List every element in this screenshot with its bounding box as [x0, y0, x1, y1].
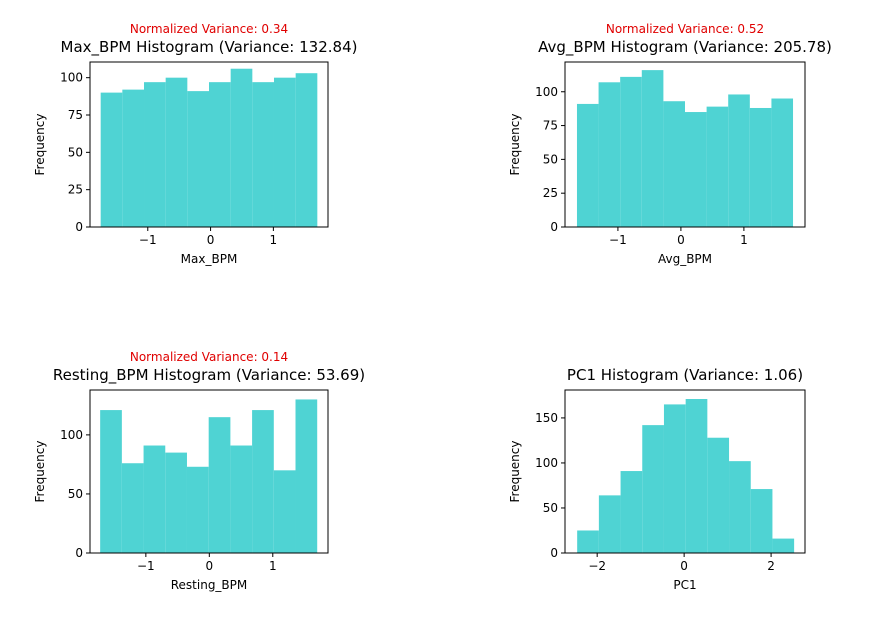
y-tick-label: 150: [535, 411, 558, 425]
x-tick-label: 1: [270, 233, 278, 247]
histogram-bar: [576, 103, 599, 227]
histogram-bar: [772, 538, 795, 553]
histogram-bar: [273, 77, 296, 227]
histogram-bar: [121, 463, 144, 553]
histogram-bar: [122, 89, 145, 227]
histogram-bar: [100, 410, 122, 553]
y-tick-label: 75: [543, 119, 558, 133]
y-tick-label: 100: [535, 456, 558, 470]
x-axis-label: PC1: [673, 578, 696, 592]
axes-frame: [89, 61, 329, 228]
histogram-bar: [620, 76, 642, 228]
histogram-bar: [273, 470, 296, 553]
chart-subtitle: Normalized Variance: 0.14: [130, 350, 288, 364]
y-tick-label: 100: [60, 428, 83, 442]
y-tick-label: 50: [68, 145, 83, 159]
chart-subtitle: Normalized Variance: 0.34: [130, 22, 288, 36]
y-tick-label: 25: [543, 186, 558, 200]
chart-title: Max_BPM Histogram (Variance: 132.84): [61, 38, 358, 57]
y-tick-label: 50: [68, 487, 83, 501]
histogram-bar: [208, 417, 231, 553]
histogram-bar: [750, 489, 773, 553]
histogram-bar: [598, 82, 621, 227]
histogram-bar: [143, 445, 166, 553]
y-axis-label: Frequency: [33, 441, 47, 503]
x-tick-label: 1: [740, 233, 748, 247]
axes-frame: [564, 389, 806, 554]
histogram-bar: [749, 107, 772, 227]
histogram-bar: [187, 91, 209, 227]
histogram-bar: [729, 461, 751, 553]
y-axis-label: Frequency: [508, 441, 522, 503]
histogram-bar: [165, 452, 187, 553]
y-tick-label: 0: [550, 220, 558, 234]
histogram-bar: [230, 445, 253, 553]
histogram-bar: [663, 101, 685, 227]
histogram-bar: [295, 399, 318, 553]
histogram-bar: [685, 112, 707, 227]
x-tick-label: 2: [767, 559, 775, 573]
x-tick-label: 0: [680, 559, 688, 573]
histogram-bar: [642, 425, 664, 553]
y-axis-label: Frequency: [33, 114, 47, 176]
y-tick-label: 50: [543, 501, 558, 515]
x-tick-label: −1: [609, 233, 627, 247]
histogram-bar: [706, 106, 729, 227]
y-tick-label: 25: [68, 183, 83, 197]
y-axis-label: Frequency: [508, 114, 522, 176]
histogram-bar: [252, 82, 274, 227]
x-axis-label: Max_BPM: [181, 252, 238, 266]
histogram-bar: [641, 70, 664, 228]
histogram-bar: [598, 495, 621, 553]
chart-title: Resting_BPM Histogram (Variance: 53.69): [53, 366, 365, 385]
histogram-bar: [252, 410, 274, 553]
chart-title: PC1 Histogram (Variance: 1.06): [567, 366, 803, 384]
x-tick-label: −2: [588, 559, 606, 573]
chart-subtitle: Normalized Variance: 0.52: [606, 22, 764, 36]
histogram-bar: [186, 466, 209, 553]
histogram-bar: [209, 82, 231, 227]
histogram-bar: [100, 92, 123, 227]
chart-title: Avg_BPM Histogram (Variance: 205.78): [538, 38, 832, 57]
y-tick-label: 0: [550, 546, 558, 560]
x-tick-label: 0: [205, 559, 213, 573]
histogram-bar: [295, 73, 318, 227]
x-tick-label: 0: [207, 233, 215, 247]
y-tick-label: 75: [68, 108, 83, 122]
y-tick-label: 100: [535, 85, 558, 99]
x-axis-label: Resting_BPM: [171, 578, 248, 592]
x-tick-label: 0: [677, 233, 685, 247]
x-tick-label: 1: [269, 559, 277, 573]
histogram-bar: [620, 471, 643, 553]
y-tick-label: 50: [543, 152, 558, 166]
x-tick-label: −1: [139, 233, 157, 247]
x-tick-label: −1: [137, 559, 155, 573]
x-axis-label: Avg_BPM: [658, 252, 712, 266]
histogram-bar: [165, 77, 188, 227]
histogram-bar: [144, 82, 166, 227]
y-tick-label: 0: [75, 546, 83, 560]
y-tick-label: 0: [75, 220, 83, 234]
y-tick-label: 100: [60, 71, 83, 85]
axes-frame: [564, 61, 806, 228]
histogram-bar: [663, 404, 686, 553]
histogram-bar: [771, 98, 794, 228]
histogram-bar: [728, 94, 750, 227]
histogram-bar: [230, 68, 253, 228]
histogram-bar: [707, 437, 730, 553]
histogram-bar: [577, 530, 599, 553]
histogram-bar: [685, 399, 708, 553]
